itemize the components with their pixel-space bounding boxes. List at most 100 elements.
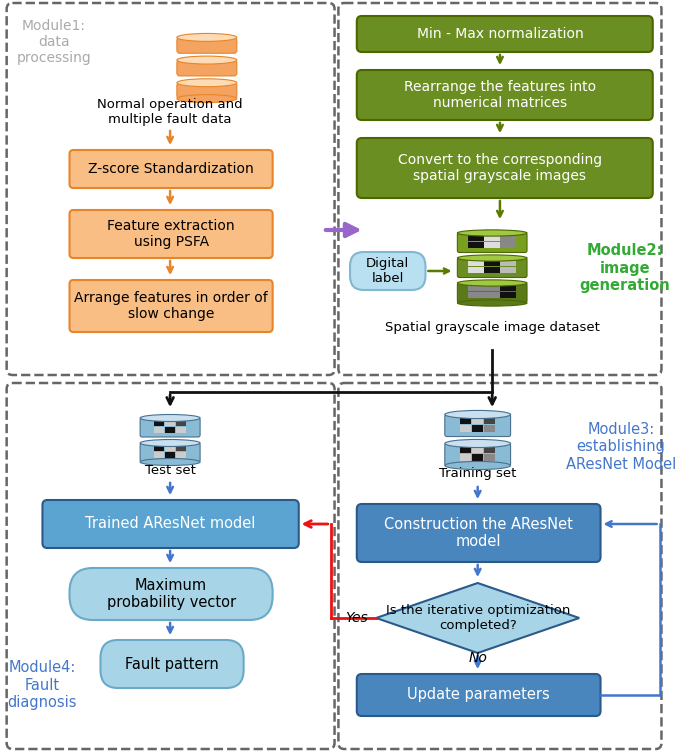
Bar [468,267,484,273]
FancyBboxPatch shape [101,640,244,688]
Bar [472,446,483,453]
Ellipse shape [140,439,200,447]
FancyBboxPatch shape [140,418,200,437]
Text: Min - Max normalization: Min - Max normalization [416,27,584,41]
FancyBboxPatch shape [458,233,527,253]
Ellipse shape [445,439,510,447]
FancyBboxPatch shape [357,70,653,120]
Bar [164,420,175,426]
Text: Training set: Training set [439,468,516,481]
Bar [500,285,516,291]
Bar [472,417,483,424]
Text: Arrange features in order of
slow change: Arrange features in order of slow change [74,291,268,321]
FancyBboxPatch shape [140,443,200,462]
Text: Update parameters: Update parameters [408,687,550,702]
FancyBboxPatch shape [357,138,653,198]
Text: Normal operation and
multiple fault data: Normal operation and multiple fault data [97,98,243,126]
Bar [460,453,471,461]
Text: Feature extraction
using PSFA: Feature extraction using PSFA [108,219,235,249]
Text: Rearrange the features into
numerical matrices: Rearrange the features into numerical ma… [404,80,596,110]
Bar [484,267,500,273]
Text: Spatial grayscale image dataset: Spatial grayscale image dataset [385,322,599,335]
Bar [468,292,484,298]
Bar [468,285,484,291]
FancyBboxPatch shape [42,500,299,548]
Bar [500,260,516,266]
FancyBboxPatch shape [338,383,662,749]
Bar [500,292,516,298]
Bar [175,427,186,433]
FancyBboxPatch shape [357,16,653,52]
Ellipse shape [458,280,527,286]
Bar [153,420,164,426]
Bar [468,242,484,248]
Ellipse shape [458,230,527,236]
Bar [153,445,164,451]
Bar [500,235,516,241]
Bar [472,425,483,432]
Text: Digital
label: Digital label [366,257,410,285]
Bar [484,285,500,291]
Text: Module3:
establishing
AResNet Model: Module3: establishing AResNet Model [566,422,676,472]
Text: Construction the AResNet
model: Construction the AResNet model [384,517,573,549]
Ellipse shape [140,414,200,422]
Text: No: No [469,651,487,665]
Text: Module2:
image
generation: Module2: image generation [580,243,670,293]
Ellipse shape [445,462,510,469]
Ellipse shape [458,300,527,306]
FancyBboxPatch shape [177,60,237,76]
Bar [468,260,484,266]
Bar [500,267,516,273]
Bar [175,445,186,451]
FancyBboxPatch shape [177,83,237,99]
Bar [484,425,495,432]
Text: Module1:
data
processing: Module1: data processing [16,19,91,65]
Bar [164,445,175,451]
Bar [460,425,471,432]
Text: Maximum
probability vector: Maximum probability vector [107,578,236,610]
Bar [175,420,186,426]
Ellipse shape [140,459,200,465]
FancyBboxPatch shape [357,504,601,562]
Ellipse shape [177,95,237,102]
Text: Trained AResNet model: Trained AResNet model [85,517,256,532]
FancyBboxPatch shape [445,444,510,465]
FancyBboxPatch shape [7,383,334,749]
Bar [175,452,186,458]
Ellipse shape [177,33,237,41]
Bar [468,235,484,241]
FancyBboxPatch shape [458,258,527,277]
FancyBboxPatch shape [458,283,527,302]
FancyBboxPatch shape [177,38,237,53]
Bar [484,292,500,298]
Bar [153,427,164,433]
Bar [484,453,495,461]
Bar [460,417,471,424]
Bar [460,446,471,453]
Bar [484,417,495,424]
Bar [484,242,500,248]
Bar [484,235,500,241]
FancyBboxPatch shape [350,252,425,290]
Bar [472,453,483,461]
FancyBboxPatch shape [445,414,510,436]
Text: Z-score Standardization: Z-score Standardization [88,162,254,176]
FancyBboxPatch shape [338,3,662,375]
Bar [164,427,175,433]
Text: Fault pattern: Fault pattern [125,656,219,672]
Polygon shape [376,583,580,653]
Bar [484,260,500,266]
FancyBboxPatch shape [69,568,273,620]
Text: Is the iterative optimization
completed?: Is the iterative optimization completed? [386,604,570,632]
FancyBboxPatch shape [69,150,273,188]
Bar [153,452,164,458]
Text: Convert to the corresponding
spatial grayscale images: Convert to the corresponding spatial gra… [398,153,602,183]
Bar [484,446,495,453]
FancyBboxPatch shape [357,674,601,716]
Bar [500,242,516,248]
Text: Yes: Yes [345,611,368,625]
FancyBboxPatch shape [7,3,334,375]
Text: Module4:
Fault
diagnosis: Module4: Fault diagnosis [8,660,77,710]
Ellipse shape [177,56,237,64]
Ellipse shape [458,255,527,261]
